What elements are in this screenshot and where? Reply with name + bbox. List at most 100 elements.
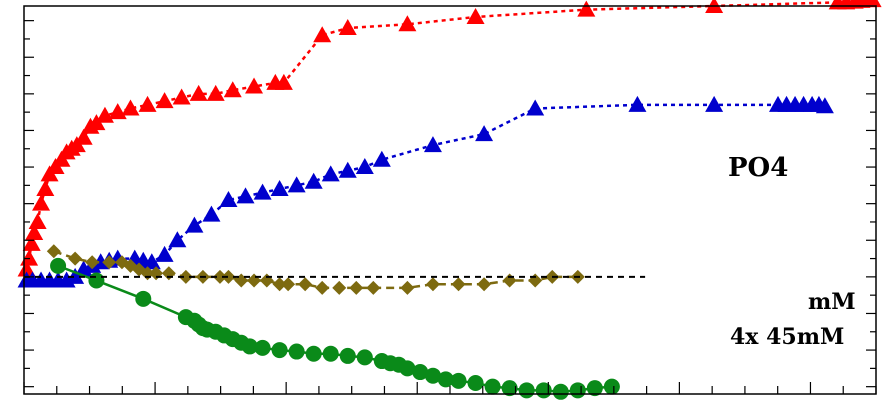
series-2-point — [451, 277, 466, 292]
series-0-point — [206, 84, 225, 101]
series-2-point — [140, 266, 155, 281]
series-1-point — [321, 165, 340, 182]
series-2-point — [272, 277, 287, 292]
series-2-point — [528, 273, 543, 288]
series-2-point — [234, 273, 249, 288]
series-2-point — [477, 277, 492, 292]
series-3-point — [135, 290, 152, 307]
series-3-point — [288, 343, 305, 360]
series-1-point — [355, 158, 374, 175]
series-3-point — [450, 372, 467, 389]
series-2-point — [259, 273, 274, 288]
series-2-point — [400, 280, 415, 295]
series-1-point — [270, 180, 289, 197]
series-2-point — [85, 255, 100, 270]
series-2-point — [349, 280, 364, 295]
series-3-line — [57, 264, 612, 394]
series-3-point — [399, 360, 416, 377]
series-3-point — [518, 382, 535, 399]
series-0-point — [138, 95, 157, 112]
series-1-point — [338, 161, 357, 178]
series-3-point — [88, 272, 105, 289]
series-0-point — [577, 0, 596, 17]
series-0-point — [20, 249, 39, 266]
series-1-point — [423, 136, 442, 153]
series-3-point — [437, 371, 454, 388]
series-2-point — [298, 277, 313, 292]
series-2-point — [425, 277, 440, 292]
series-2-point — [68, 251, 83, 266]
series-0-point — [189, 84, 208, 101]
series-0-point — [245, 77, 264, 94]
series-0-point — [223, 81, 242, 98]
series-1-point — [526, 99, 545, 116]
series-2-point — [102, 255, 117, 270]
series-1-line — [26, 103, 826, 282]
series-1-point — [155, 245, 174, 262]
axis-ticks — [23, 20, 877, 394]
series-layer — [17, 0, 882, 400]
series-0-point — [32, 194, 51, 211]
series-1-point — [253, 183, 272, 200]
series-3-point — [322, 345, 339, 362]
series-2-point — [178, 269, 193, 284]
series-3-point — [603, 378, 620, 395]
series-3-point — [254, 339, 271, 356]
series-0-point — [313, 26, 332, 43]
series-0-point — [338, 18, 357, 35]
series-3-point — [484, 378, 501, 395]
series-2-point — [212, 269, 227, 284]
series-3-point — [501, 380, 518, 397]
concentration-label: 4x 45mM — [730, 324, 844, 350]
series-3-point — [271, 342, 288, 359]
series-1-point — [168, 231, 187, 248]
series-2-point — [332, 280, 347, 295]
series-0-point — [155, 92, 174, 109]
series-3-point — [467, 375, 484, 392]
series-3-point — [50, 257, 67, 274]
series-0-point — [172, 88, 191, 105]
series-3-point — [412, 364, 429, 381]
series-3-point — [424, 367, 441, 384]
series-1-point — [219, 191, 238, 207]
series-3-point — [586, 380, 603, 397]
po4-label: PO4 — [728, 153, 788, 183]
series-3-point — [535, 382, 552, 399]
series-1-point — [705, 95, 724, 112]
series-0-point — [121, 99, 140, 116]
series-1-point — [628, 95, 647, 112]
series-3-point — [569, 382, 586, 399]
series-2-point — [161, 266, 176, 281]
series-0-point — [274, 73, 293, 90]
series-3-point — [356, 349, 373, 366]
series-2-point — [221, 269, 236, 284]
series-2-point — [366, 280, 381, 295]
series-0-point — [466, 7, 485, 24]
series-3-point — [339, 347, 356, 364]
series-0-line — [25, 0, 873, 270]
series-1-point — [202, 205, 221, 222]
series-0-point — [36, 180, 55, 197]
series-2-point — [315, 280, 330, 295]
series-1-point — [142, 253, 161, 270]
series-0-point — [398, 15, 417, 32]
mm-label: mM — [808, 289, 856, 315]
series-1-point — [185, 216, 204, 233]
series-1-point — [475, 125, 494, 142]
series-2-point — [247, 273, 262, 288]
series-3-point — [305, 345, 322, 362]
series-2-point — [46, 244, 61, 259]
series-1-point — [287, 176, 306, 193]
series-0-point — [22, 234, 41, 251]
series-1-point — [372, 150, 391, 167]
series-3-point — [241, 338, 258, 355]
series-2-point — [502, 273, 517, 288]
series-0-point — [17, 260, 36, 277]
series-1-point — [236, 187, 255, 204]
series-0-point — [74, 128, 93, 145]
series-0-point — [25, 223, 44, 240]
series-1-point — [304, 172, 323, 189]
series-3-point — [552, 383, 569, 400]
series-0-point — [28, 212, 47, 229]
